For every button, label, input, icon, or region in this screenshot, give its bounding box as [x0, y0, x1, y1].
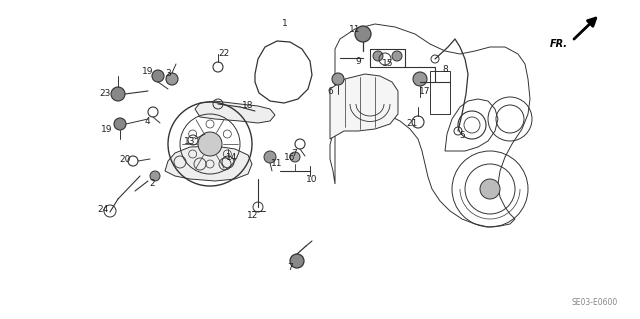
Text: 11: 11 — [271, 160, 283, 168]
Circle shape — [355, 26, 371, 42]
Polygon shape — [195, 101, 275, 123]
Text: 7: 7 — [287, 263, 293, 271]
Circle shape — [114, 118, 126, 130]
Circle shape — [392, 51, 402, 61]
Circle shape — [198, 132, 222, 156]
Text: 18: 18 — [243, 100, 253, 109]
Circle shape — [264, 151, 276, 163]
Circle shape — [290, 254, 304, 268]
Text: 2: 2 — [149, 180, 155, 189]
Text: 7: 7 — [291, 150, 297, 159]
Polygon shape — [330, 74, 398, 139]
Text: 6: 6 — [327, 86, 333, 95]
Text: 17: 17 — [419, 86, 431, 95]
Text: 10: 10 — [307, 174, 317, 183]
Circle shape — [480, 179, 500, 199]
Circle shape — [413, 72, 427, 86]
Text: 21: 21 — [406, 120, 418, 129]
Circle shape — [152, 70, 164, 82]
Text: 3: 3 — [165, 69, 171, 78]
Text: 12: 12 — [247, 211, 259, 220]
Text: 11: 11 — [349, 25, 361, 33]
Text: 15: 15 — [382, 60, 394, 69]
Polygon shape — [165, 146, 252, 181]
Text: 22: 22 — [218, 49, 230, 58]
Circle shape — [150, 171, 160, 181]
Text: SE03-E0600: SE03-E0600 — [572, 298, 618, 307]
Text: 19: 19 — [142, 66, 154, 76]
Text: 16: 16 — [284, 152, 296, 161]
Text: 1: 1 — [282, 19, 288, 28]
Circle shape — [373, 51, 383, 61]
Text: 20: 20 — [119, 154, 131, 164]
Text: 4: 4 — [144, 117, 150, 127]
Text: 8: 8 — [442, 64, 448, 73]
Circle shape — [290, 152, 300, 162]
Text: FR.: FR. — [550, 39, 568, 49]
Text: 19: 19 — [101, 124, 113, 133]
Text: 5: 5 — [459, 131, 465, 140]
Circle shape — [166, 73, 178, 85]
Text: 13: 13 — [184, 137, 196, 145]
Text: 14: 14 — [227, 152, 237, 161]
Circle shape — [111, 87, 125, 101]
Text: 9: 9 — [355, 56, 361, 65]
Text: 24: 24 — [97, 204, 109, 213]
Circle shape — [332, 73, 344, 85]
Text: 23: 23 — [99, 90, 111, 99]
